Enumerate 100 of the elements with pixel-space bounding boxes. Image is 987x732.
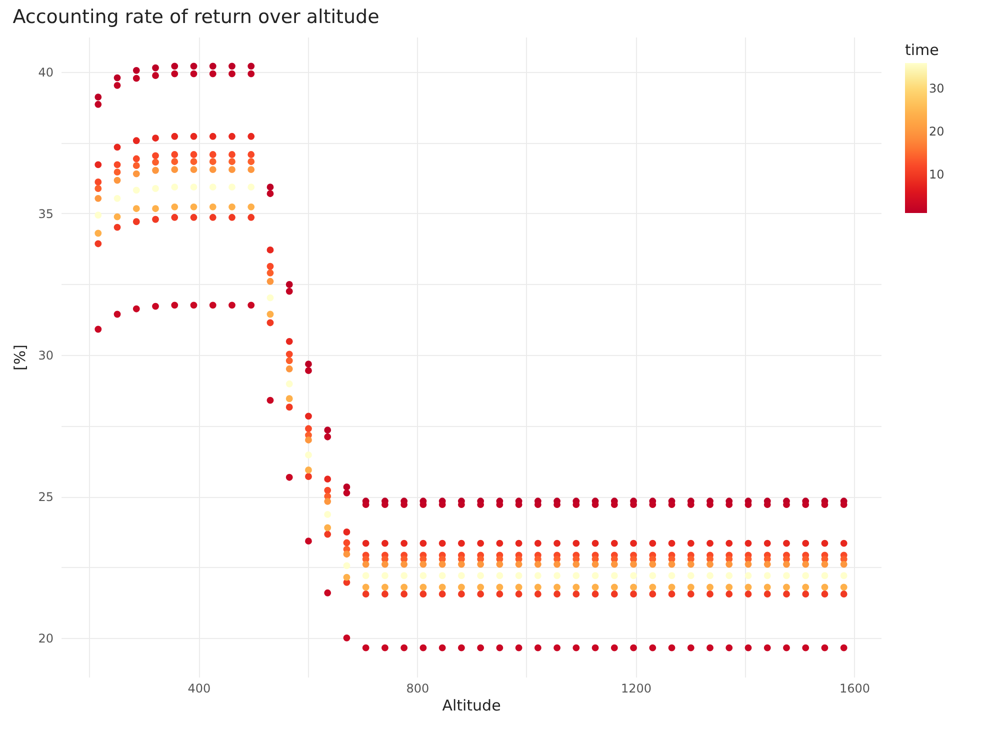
point	[190, 184, 198, 191]
point	[286, 288, 293, 295]
point	[649, 540, 656, 547]
point	[381, 572, 388, 580]
point	[266, 190, 274, 198]
point	[305, 473, 312, 480]
point	[94, 194, 102, 202]
point	[114, 194, 121, 202]
point	[534, 560, 542, 568]
point	[324, 433, 332, 440]
point	[400, 572, 408, 580]
point	[305, 360, 312, 368]
y-tick-label: 35	[38, 206, 54, 221]
point	[496, 572, 504, 580]
point	[496, 590, 504, 598]
point	[610, 572, 618, 580]
point	[171, 203, 178, 210]
point	[266, 269, 274, 276]
point	[286, 380, 293, 388]
point	[305, 412, 312, 420]
point	[94, 230, 102, 237]
point	[114, 168, 121, 176]
point	[381, 584, 388, 591]
point	[420, 584, 427, 591]
point	[726, 590, 733, 598]
point	[362, 501, 370, 508]
point	[171, 302, 178, 309]
y-tick-label: 25	[38, 490, 54, 504]
point	[610, 584, 618, 591]
point	[266, 310, 274, 318]
point	[94, 185, 102, 192]
point	[152, 152, 159, 160]
point	[726, 540, 733, 547]
point	[668, 572, 676, 580]
point	[477, 560, 484, 568]
point	[649, 590, 656, 598]
point	[726, 501, 733, 508]
point	[764, 572, 771, 580]
point	[171, 184, 178, 191]
point	[744, 572, 752, 580]
point	[554, 560, 561, 568]
point	[381, 540, 388, 547]
point	[209, 302, 216, 309]
point	[266, 294, 274, 302]
point	[400, 584, 408, 591]
point	[783, 540, 790, 547]
point	[477, 540, 484, 547]
point	[687, 584, 694, 591]
point	[362, 560, 370, 568]
point	[668, 590, 676, 598]
point	[802, 560, 810, 568]
point	[438, 572, 446, 580]
point	[343, 550, 350, 558]
point	[114, 74, 121, 82]
point	[209, 166, 216, 173]
point	[706, 572, 714, 580]
point	[458, 560, 465, 568]
point	[114, 310, 121, 318]
point	[248, 151, 255, 158]
point	[305, 538, 312, 545]
point	[840, 572, 848, 580]
point	[343, 484, 350, 490]
point	[744, 590, 752, 598]
point	[324, 498, 332, 505]
point	[420, 644, 427, 652]
point	[248, 132, 255, 140]
point	[802, 501, 810, 508]
point	[362, 540, 370, 547]
point	[420, 560, 427, 568]
point	[764, 501, 771, 508]
point	[438, 501, 446, 508]
point	[592, 644, 599, 652]
point	[132, 74, 140, 82]
point	[458, 540, 465, 547]
point	[171, 62, 178, 70]
point	[190, 203, 198, 210]
point	[438, 560, 446, 568]
point	[266, 319, 274, 326]
point	[343, 539, 350, 546]
point	[496, 501, 504, 508]
point	[592, 590, 599, 598]
point	[687, 560, 694, 568]
point	[400, 501, 408, 508]
x-axis-title: Altitude	[442, 696, 501, 714]
point	[152, 166, 159, 174]
point	[324, 530, 332, 538]
point	[190, 151, 198, 158]
y-tick-label: 40	[38, 65, 54, 80]
point	[132, 205, 140, 212]
point	[592, 584, 599, 591]
point	[228, 132, 236, 140]
point	[381, 501, 388, 508]
point	[209, 214, 216, 221]
point	[266, 262, 274, 270]
point	[821, 540, 828, 547]
point	[630, 540, 637, 547]
point	[266, 396, 274, 404]
point	[821, 590, 828, 598]
point	[515, 584, 522, 591]
point	[400, 540, 408, 547]
